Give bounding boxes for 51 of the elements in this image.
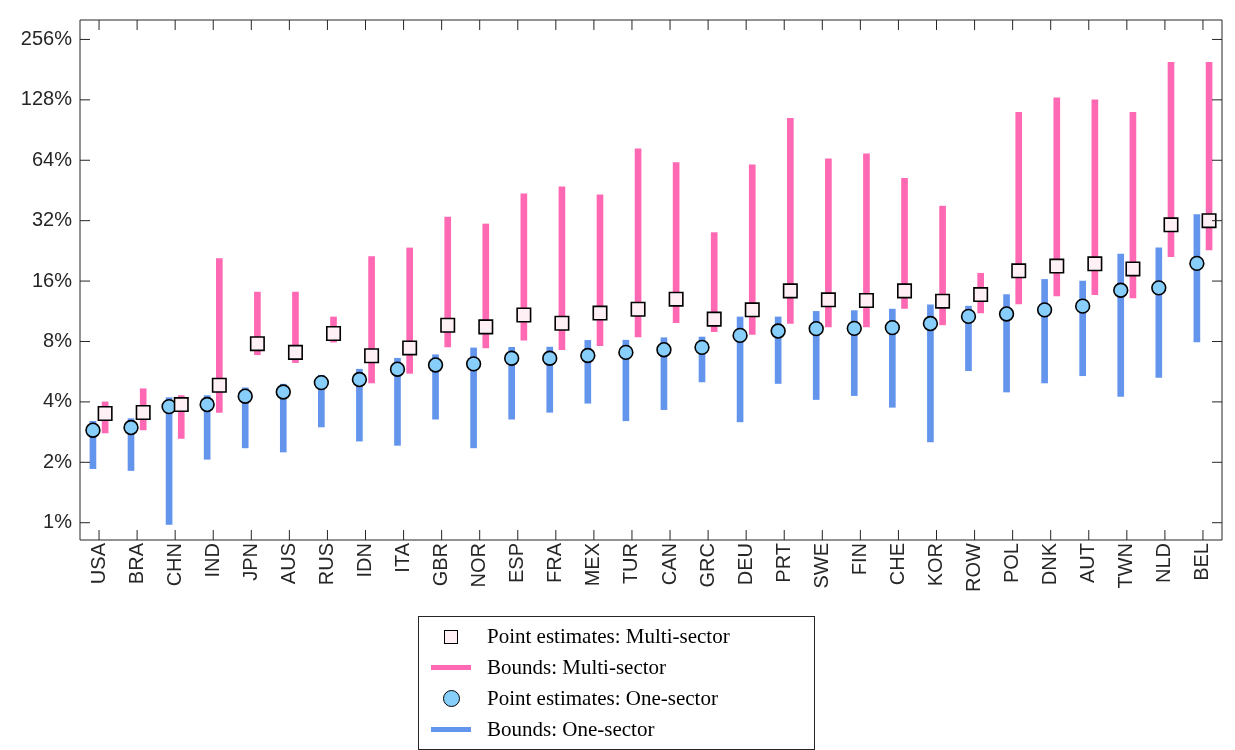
bar bbox=[215, 258, 223, 413]
x-tick-label: KOR bbox=[924, 543, 947, 587]
legend-label: Point estimates: One-sector bbox=[487, 686, 718, 711]
x-tick-label: USA bbox=[86, 542, 109, 585]
x-tick-label: CHN bbox=[162, 543, 185, 587]
x-tick-label: MEX bbox=[581, 543, 604, 587]
bar bbox=[748, 164, 756, 335]
legend-label: Bounds: Multi-sector bbox=[487, 655, 667, 680]
x-tick-label: FRA bbox=[543, 542, 566, 583]
y-tick-label: 64% bbox=[31, 147, 73, 170]
x-tick-label: BRA bbox=[124, 542, 147, 585]
bar bbox=[863, 153, 870, 328]
bar bbox=[1015, 111, 1023, 305]
x-tick-label: DEU bbox=[733, 543, 756, 586]
x-tick-label: SWE bbox=[809, 543, 832, 589]
x-tick-label: CHE bbox=[885, 543, 908, 586]
y-tick-label: 1% bbox=[43, 510, 73, 533]
x-tick-label: ESP bbox=[505, 543, 528, 584]
x-tick-label: CAN bbox=[657, 543, 680, 586]
x-tick-label: GBR bbox=[429, 543, 452, 587]
y-tick-label: 4% bbox=[43, 389, 73, 412]
y-tick-label: 16% bbox=[31, 268, 73, 291]
legend-label: Point estimates: Multi-sector bbox=[487, 624, 730, 649]
x-tick-label: GRC bbox=[695, 543, 718, 588]
x-tick-label: IDN bbox=[353, 543, 376, 578]
x-tick-label: AUS bbox=[276, 543, 299, 585]
y-tick-label: 2% bbox=[43, 449, 73, 472]
x-tick-label: IND bbox=[200, 543, 223, 578]
y-tick-label: 128% bbox=[20, 87, 73, 110]
x-tick-label: POL bbox=[1000, 543, 1023, 584]
bar bbox=[1053, 97, 1061, 297]
y-tick-label: 8% bbox=[43, 329, 73, 351]
x-tick-label: AUT bbox=[1076, 543, 1099, 583]
x-tick-label: BEL bbox=[1190, 543, 1213, 581]
x-tick-label: TUR bbox=[619, 543, 642, 585]
x-tick-label: RUS bbox=[314, 543, 337, 586]
x-tick-label: NOR bbox=[467, 543, 490, 588]
y-tick-label: 256% bbox=[20, 26, 73, 49]
x-tick-label: NLD bbox=[1152, 543, 1175, 584]
x-tick-label: JPN bbox=[238, 543, 261, 581]
legend-label: Bounds: One-sector bbox=[487, 717, 655, 742]
y-tick-label: 32% bbox=[31, 208, 73, 231]
bar bbox=[1117, 253, 1125, 397]
bar bbox=[786, 117, 794, 324]
x-tick-label: ITA bbox=[391, 542, 414, 573]
x-tick-label: TWN bbox=[1114, 543, 1137, 589]
bar bbox=[825, 158, 832, 328]
x-tick-label: ROW bbox=[962, 542, 985, 592]
x-tick-label: FIN bbox=[847, 543, 870, 576]
x-tick-label: PRT bbox=[771, 543, 794, 583]
x-tick-label: DNK bbox=[1038, 542, 1061, 586]
